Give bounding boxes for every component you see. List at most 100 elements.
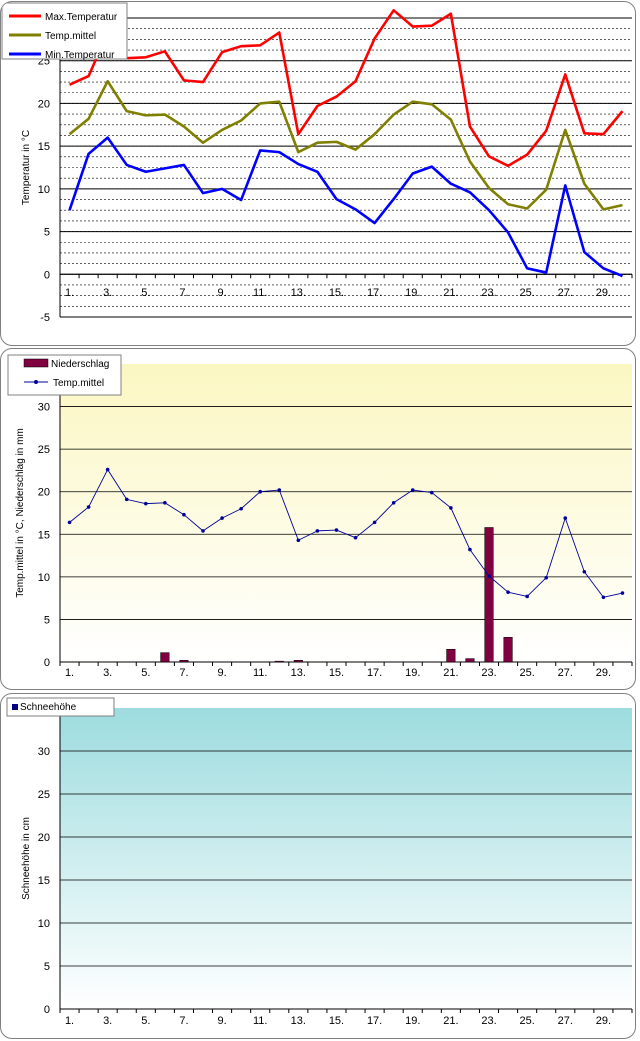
x-tick-label: 29. bbox=[596, 667, 611, 679]
series-line bbox=[68, 79, 623, 211]
data-point bbox=[201, 529, 205, 533]
x-tick-label: 9. bbox=[217, 1015, 226, 1027]
x-tick-label: 29. bbox=[596, 1015, 611, 1027]
legend-box bbox=[6, 697, 115, 717]
x-tick-label: 25. bbox=[519, 1015, 534, 1027]
bar bbox=[446, 648, 456, 663]
y-tick-label: 10 bbox=[38, 184, 50, 196]
y-tick-label: 20 bbox=[38, 98, 50, 110]
y-tick-label: 20 bbox=[38, 487, 50, 499]
y-tick-label: 30 bbox=[38, 402, 50, 414]
y-tick-label: 5 bbox=[44, 961, 50, 973]
x-tick-label: 13. bbox=[291, 287, 306, 299]
x-tick-label: 5. bbox=[141, 287, 150, 299]
data-point bbox=[468, 547, 472, 552]
x-tick-label: 7. bbox=[179, 667, 188, 679]
bar bbox=[465, 658, 475, 663]
x-tick-label: 25. bbox=[519, 287, 534, 299]
x-tick-label: 27. bbox=[558, 667, 573, 679]
x-tick-label: 27. bbox=[558, 287, 573, 299]
x-tick-label: 11. bbox=[253, 667, 267, 679]
x-tick-label: 13. bbox=[291, 1015, 306, 1027]
x-tick-label: 3. bbox=[103, 1015, 112, 1027]
legend-swatch bbox=[23, 358, 49, 368]
x-tick-label: 17. bbox=[367, 667, 382, 679]
y-tick-label: 0 bbox=[44, 269, 50, 281]
data-point bbox=[124, 497, 129, 502]
y-tick-label: 10 bbox=[38, 572, 50, 584]
series-line bbox=[69, 9, 624, 168]
legend-marker bbox=[34, 380, 38, 384]
data-point bbox=[410, 488, 415, 492]
y-tick-label: 10 bbox=[38, 918, 50, 930]
legend-label: Min.Temperatur bbox=[45, 50, 115, 61]
bar bbox=[503, 637, 513, 663]
data-point bbox=[163, 500, 167, 505]
data-point bbox=[544, 575, 548, 580]
y-tick-label: 15 bbox=[38, 141, 50, 153]
y-axis-title: Schneehöhe in cm bbox=[21, 817, 32, 900]
y-tick-label: -5 bbox=[40, 312, 50, 324]
x-tick-label: 11. bbox=[253, 287, 267, 299]
x-tick-label: 15. bbox=[329, 667, 344, 679]
y-tick-label: 25 bbox=[38, 789, 50, 801]
x-tick-label: 15. bbox=[329, 287, 344, 299]
legend-label: Max.Temperatur bbox=[45, 12, 118, 23]
plot-area-background bbox=[60, 708, 632, 1009]
x-tick-label: 13. bbox=[291, 667, 306, 679]
y-tick-label: 15 bbox=[38, 875, 50, 887]
x-tick-label: 7. bbox=[179, 287, 188, 299]
y-tick-label: 15 bbox=[38, 529, 50, 541]
legend-label: Schneehöhe bbox=[20, 702, 77, 713]
y-tick-label: 5 bbox=[44, 614, 50, 626]
precipitation-chart-panel: 0 5 10 15 20 25 30 1. 3. 5. 7. 9. 11. 13. 15. 17. 19. 21.… bbox=[0, 348, 636, 690]
x-tick-label: 3. bbox=[103, 667, 112, 679]
x-tick-label: 19. bbox=[405, 667, 420, 679]
data-point bbox=[86, 505, 91, 509]
x-tick-label: 1. bbox=[65, 667, 74, 679]
x-tick-label: 23. bbox=[481, 287, 496, 299]
x-tick-label: 21. bbox=[443, 667, 458, 679]
y-tick-label: 25 bbox=[38, 444, 50, 456]
x-tick-label: 1. bbox=[65, 1015, 74, 1027]
y-tick-label: 0 bbox=[44, 657, 50, 669]
x-tick-label: 3. bbox=[103, 287, 112, 299]
data-point bbox=[449, 506, 453, 510]
snow-depth-chart-panel: 0 5 10 15 20 25 30 1. 3. 5. 7. 9. 11. 13. 15. 17. 19. 21.… bbox=[0, 693, 636, 1039]
legend-label: Temp.mittel bbox=[53, 378, 104, 389]
data-point bbox=[372, 520, 377, 525]
x-tick-label: 27. bbox=[558, 1015, 573, 1027]
data-point bbox=[105, 467, 110, 472]
x-tick-label: 23. bbox=[481, 667, 496, 679]
y-tick-label: 0 bbox=[44, 1004, 50, 1016]
x-tick-label: 11. bbox=[253, 1015, 267, 1027]
x-tick-label: 17. bbox=[367, 1015, 382, 1027]
x-tick-label: 7. bbox=[179, 1015, 188, 1027]
x-tick-label: 19. bbox=[405, 287, 420, 299]
data-point bbox=[334, 528, 339, 532]
precipitation-chart: 0 5 10 15 20 25 30 1. 3. 5. 7. 9. 11. 13. 15. 17. 19. 21.… bbox=[7, 354, 633, 679]
data-point bbox=[525, 594, 529, 599]
legend-label: Niederschlag bbox=[51, 359, 109, 370]
data-point bbox=[277, 488, 282, 492]
data-point bbox=[258, 489, 263, 494]
data-point bbox=[220, 516, 224, 520]
data-point bbox=[144, 501, 148, 506]
x-tick-label: 29. bbox=[596, 287, 611, 299]
x-tick-label: 9. bbox=[217, 287, 226, 299]
x-tick-label: 21. bbox=[443, 1015, 458, 1027]
temperature-chart-panel: -5 0 5 10 15 20 25 1. 3. 5. 7. 9. 11. 13. 15. 17. 19. 21.… bbox=[0, 1, 636, 346]
series-line bbox=[69, 469, 623, 598]
x-tick-label: 23. bbox=[481, 1015, 496, 1027]
data-point bbox=[563, 516, 568, 520]
bar bbox=[293, 660, 303, 663]
y-tick-label: 30 bbox=[38, 746, 50, 758]
data-point bbox=[239, 506, 243, 511]
data-point bbox=[315, 529, 320, 533]
data-point bbox=[506, 590, 510, 594]
y-tick-label: 20 bbox=[38, 832, 50, 844]
bar bbox=[160, 652, 170, 663]
x-tick-label: 9. bbox=[217, 667, 226, 679]
y-axis-title: Temperatur in °C bbox=[21, 130, 32, 205]
